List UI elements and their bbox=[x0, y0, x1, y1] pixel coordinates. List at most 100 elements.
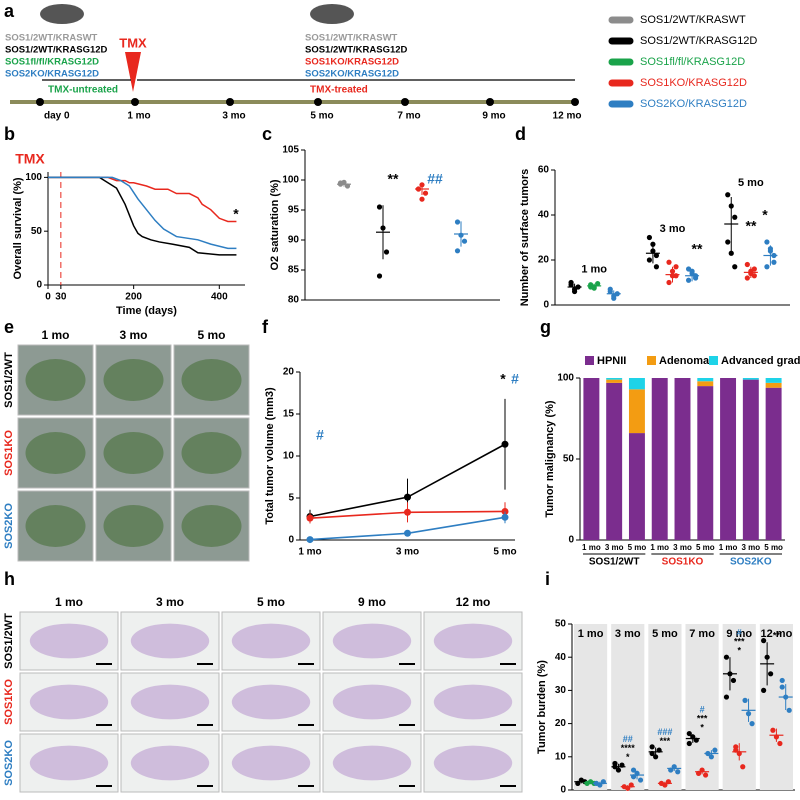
legend-label: HPNII bbox=[597, 355, 626, 367]
mouse-icon bbox=[310, 4, 354, 24]
x-tick-label: 30 bbox=[55, 292, 67, 303]
data-point bbox=[732, 264, 738, 270]
scale-bar bbox=[197, 785, 213, 787]
tissue bbox=[25, 505, 86, 547]
data-point bbox=[764, 239, 770, 245]
annotation: * bbox=[762, 207, 768, 223]
y-tick-label: 80 bbox=[288, 295, 300, 306]
bar-segment bbox=[651, 378, 668, 540]
scale-bar bbox=[96, 663, 112, 665]
tissue bbox=[103, 359, 164, 401]
panel-label: f bbox=[262, 317, 269, 337]
x-tick-label: 200 bbox=[125, 292, 142, 303]
data-point bbox=[761, 638, 767, 644]
genotype-label: SOS1/2WT/KRASWT bbox=[305, 33, 398, 44]
genotype-label: SOS1/2WT/KRASG12D bbox=[305, 45, 408, 56]
tissue bbox=[332, 745, 412, 781]
scale-bar bbox=[500, 724, 516, 726]
y-axis-label: Tumor malignancy (%) bbox=[544, 400, 556, 517]
tissue bbox=[231, 623, 311, 659]
data-point bbox=[337, 180, 344, 186]
group-shade bbox=[648, 624, 682, 790]
y-tick-label: 0 bbox=[568, 535, 574, 546]
genotype-label: SOS1fl/fl/KRASG12D bbox=[5, 57, 99, 68]
y-tick-label: 50 bbox=[555, 619, 567, 630]
tissue bbox=[103, 432, 164, 474]
genotype-label: SOS1/2WT/KRASWT bbox=[5, 33, 98, 44]
legend-label: Adenoma bbox=[659, 355, 710, 367]
data-point bbox=[666, 259, 672, 265]
survival-curve bbox=[48, 176, 237, 223]
x-tick-label: 5 mo bbox=[493, 547, 516, 558]
data-point bbox=[630, 767, 637, 773]
data-point bbox=[419, 196, 425, 202]
image-row-label: SOS2KO bbox=[3, 503, 15, 549]
legend-label: SOS1/2WT/KRASG12D bbox=[640, 35, 757, 47]
tissue bbox=[231, 745, 311, 781]
y-tick-label: 20 bbox=[538, 255, 550, 266]
data-point bbox=[461, 238, 468, 244]
data-point bbox=[404, 493, 411, 501]
timeline-tick bbox=[131, 98, 139, 106]
timeline-tick-label: 12 mo bbox=[553, 111, 582, 122]
timeline-tick bbox=[314, 98, 322, 106]
image-row-label: SOS1KO bbox=[3, 430, 15, 476]
annotation: ** bbox=[773, 631, 781, 641]
y-tick-label: 40 bbox=[538, 210, 550, 221]
scale-bar bbox=[197, 724, 213, 726]
data-point bbox=[751, 266, 757, 272]
x-tick-label: 400 bbox=[211, 292, 228, 303]
annotation: ## bbox=[427, 171, 443, 187]
annotation: * bbox=[626, 752, 630, 762]
survival-curve bbox=[48, 176, 237, 250]
y-tick-label: 10 bbox=[555, 751, 567, 762]
tissue bbox=[181, 432, 242, 474]
data-point bbox=[712, 747, 718, 753]
image-col-label: 1 mo bbox=[41, 328, 69, 342]
panel-label: i bbox=[545, 569, 550, 589]
data-point bbox=[615, 767, 622, 773]
data-point bbox=[653, 754, 659, 760]
y-tick-label: 10 bbox=[283, 451, 295, 462]
data-point bbox=[568, 279, 574, 286]
data-point bbox=[723, 654, 730, 660]
data-point bbox=[404, 508, 411, 516]
y-tick-label: 50 bbox=[31, 226, 43, 237]
tmx-label: TMX bbox=[119, 35, 147, 50]
data-point bbox=[740, 764, 746, 770]
untreated-label: TMX-untreated bbox=[48, 85, 118, 96]
data-point bbox=[777, 740, 783, 747]
group-label: 5 mo bbox=[738, 177, 764, 189]
annotation: # bbox=[737, 628, 742, 638]
timeline-tick-label: 1 mo bbox=[127, 111, 150, 122]
legend-label: SOS1fl/fl/KRASG12D bbox=[640, 56, 745, 68]
bar-segment bbox=[697, 378, 714, 382]
data-point bbox=[376, 273, 383, 279]
annotation: # bbox=[700, 705, 705, 715]
group-shade bbox=[574, 624, 608, 790]
x-tick-label: 5 mo bbox=[764, 543, 783, 552]
tissue bbox=[130, 745, 210, 781]
data-point bbox=[761, 687, 767, 694]
legend-label: SOS1/2WT/KRASWT bbox=[640, 14, 746, 26]
annotation: ### bbox=[657, 727, 672, 737]
bar-segment bbox=[765, 382, 782, 388]
tissue bbox=[29, 745, 109, 781]
y-tick-label: 0 bbox=[36, 280, 42, 291]
data-point bbox=[779, 684, 785, 690]
bar-segment bbox=[742, 378, 759, 380]
y-tick-label: 15 bbox=[283, 409, 295, 420]
x-tick-label: 3 mo bbox=[605, 543, 624, 552]
data-point bbox=[725, 192, 731, 198]
data-point bbox=[786, 707, 792, 713]
data-point bbox=[646, 257, 653, 263]
y-tick-label: 0 bbox=[560, 785, 566, 796]
legend-swatch bbox=[709, 356, 718, 365]
tissue bbox=[29, 684, 109, 720]
x-tick-label: 3 mo bbox=[673, 543, 692, 552]
data-point bbox=[770, 727, 776, 733]
scale-bar bbox=[96, 785, 112, 787]
annotation: TMX bbox=[15, 151, 45, 167]
data-point bbox=[306, 514, 314, 522]
